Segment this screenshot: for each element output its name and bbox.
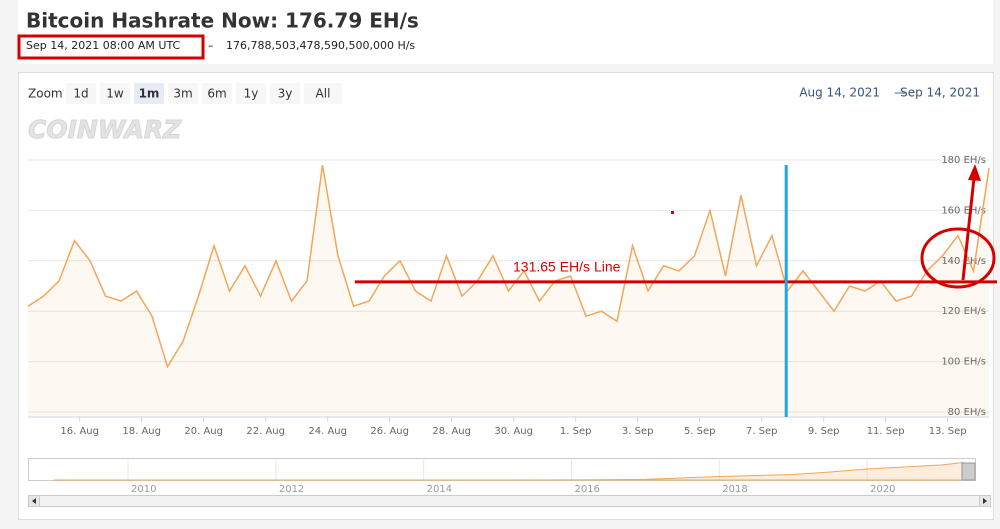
highlight-circle <box>920 227 996 289</box>
range-to: Sep 14, 2021 <box>900 86 980 100</box>
navigator-handle[interactable] <box>961 462 976 481</box>
x-tick-label: 13. Sep <box>929 426 967 437</box>
red-dot <box>671 211 674 214</box>
y-tick-label: 120 EH/s <box>941 306 986 317</box>
x-tick-label: 30. Aug <box>494 426 533 437</box>
separator: – <box>208 39 214 52</box>
navigator-tick-label: 2020 <box>870 484 895 495</box>
zoom-button-label[interactable]: 1y <box>244 87 259 101</box>
zoom-button[interactable] <box>168 83 198 104</box>
zoom-button[interactable] <box>100 83 130 104</box>
zoom-button-label[interactable]: 3m <box>173 87 192 101</box>
x-tick-label: 16. Aug <box>60 426 99 437</box>
range-from: Aug 14, 2021 <box>799 86 880 100</box>
zoom-button-label[interactable]: 3y <box>278 87 293 101</box>
scroll-right-arrow <box>983 498 987 504</box>
y-tick-label: 80 EH/s <box>948 407 986 418</box>
x-tick-label: 1. Sep <box>560 426 592 437</box>
x-tick-label: 24. Aug <box>308 426 347 437</box>
zoom-button[interactable] <box>134 83 164 104</box>
y-tick-label: 180 EH/s <box>941 155 986 166</box>
scroll-left-arrow <box>32 498 36 504</box>
zoom-button[interactable] <box>66 83 96 104</box>
zoom-button[interactable] <box>202 83 232 104</box>
x-tick-label: 3. Sep <box>622 426 654 437</box>
zoom-button-label[interactable]: 1w <box>106 87 124 101</box>
title: Bitcoin Hashrate Now: 176.79 EH/s <box>26 9 419 33</box>
zoom-button[interactable] <box>270 83 300 104</box>
highlight-box <box>17 34 205 60</box>
x-tick-label: 11. Sep <box>867 426 905 437</box>
navigator-tick-label: 2012 <box>279 484 304 495</box>
x-tick-label: 5. Sep <box>684 426 716 437</box>
line <box>27 164 990 369</box>
x-tick-label: 20. Aug <box>184 426 223 437</box>
logo: COINWARZ <box>28 115 182 144</box>
zoom-button[interactable] <box>304 83 342 104</box>
navigator-tick-label: 2016 <box>574 484 599 495</box>
x-tick-label: 7. Sep <box>746 426 778 437</box>
range-separator: — <box>894 86 906 100</box>
timestamp: Sep 14, 2021 08:00 AM UTC <box>26 39 181 52</box>
navigator-tick-label: 2018 <box>722 484 747 495</box>
x-tick-label: 26. Aug <box>370 426 409 437</box>
header-panel <box>18 0 993 64</box>
zoom-button-label[interactable]: 1m <box>139 87 160 101</box>
chart-panel <box>18 72 994 520</box>
scrollbar[interactable] <box>28 495 991 507</box>
arrow-head <box>968 164 981 181</box>
x-tick-label: 9. Sep <box>808 426 840 437</box>
y-tick-label: 100 EH/s <box>941 357 986 368</box>
zoom-button[interactable] <box>236 83 266 104</box>
navigator-tick-label: 2010 <box>131 484 156 495</box>
zoom-button-label[interactable]: 1d <box>73 87 88 101</box>
zoom-label: Zoom <box>28 87 63 101</box>
zoom-button-label[interactable]: 6m <box>207 87 226 101</box>
hashrate-hs: 176,788,503,478,590,500,000 H/s <box>226 39 415 52</box>
x-tick-label: 28. Aug <box>432 426 471 437</box>
y-tick-label: 160 EH/s <box>941 205 986 216</box>
x-tick-label: 18. Aug <box>122 426 161 437</box>
navigator-tick-label: 2014 <box>427 484 452 495</box>
arrow-shaft <box>961 177 976 281</box>
threshold-label: 131.65 EH/s Line <box>513 259 621 275</box>
x-tick-label: 22. Aug <box>246 426 285 437</box>
zoom-button-label[interactable]: All <box>316 87 331 101</box>
